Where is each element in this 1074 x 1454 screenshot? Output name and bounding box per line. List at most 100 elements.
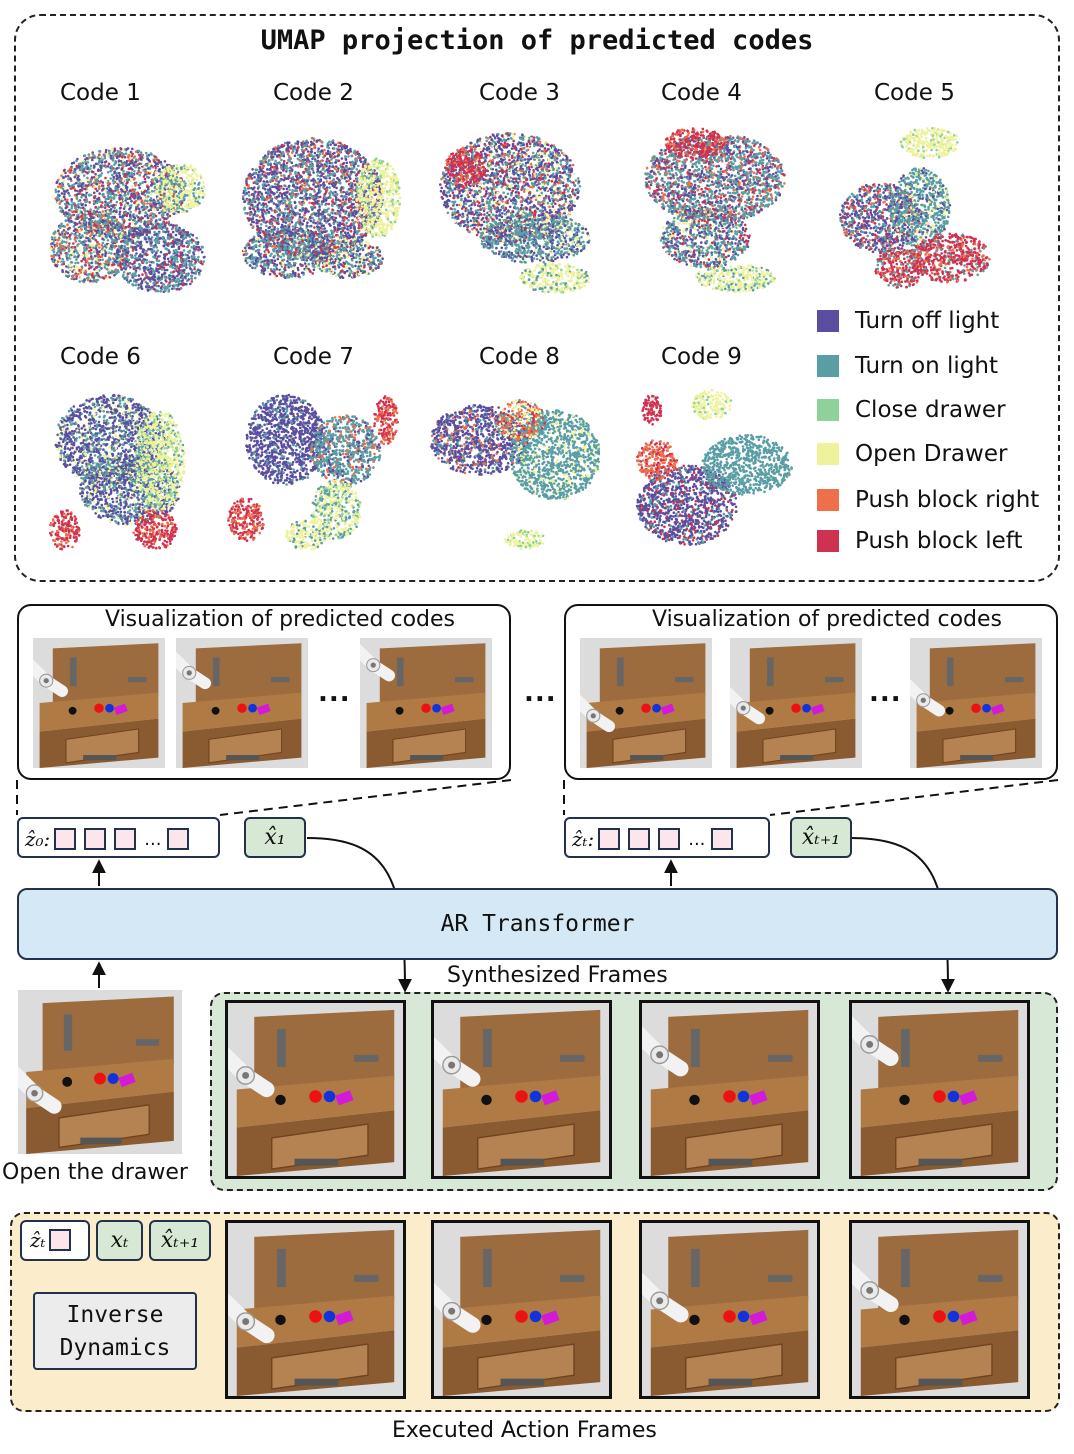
umap-point <box>146 195 150 198</box>
umap-point <box>130 192 133 196</box>
umap-point <box>109 154 113 158</box>
umap-point <box>68 194 71 197</box>
umap-point <box>83 225 87 229</box>
umap-point <box>64 171 67 175</box>
code-label-6: Code 6 <box>60 344 141 370</box>
umap-point <box>79 188 82 192</box>
umap-point <box>96 162 100 166</box>
umap-point <box>136 172 139 175</box>
umap-point <box>67 191 70 195</box>
umap-point <box>94 205 98 209</box>
umap-point <box>143 222 146 225</box>
umap-point <box>123 194 126 197</box>
umap-point <box>126 178 129 181</box>
umap-point <box>88 167 91 171</box>
umap-point <box>151 215 155 219</box>
umap-point <box>61 269 64 272</box>
umap-point <box>109 193 113 196</box>
umap-point <box>64 243 68 247</box>
umap-point <box>138 186 141 190</box>
umap-point <box>113 163 116 166</box>
umap-point <box>71 274 75 277</box>
umap-point <box>63 192 66 196</box>
umap-point <box>153 164 157 168</box>
umap-point <box>89 277 92 280</box>
umap-point <box>104 204 108 207</box>
umap-point <box>108 152 111 155</box>
umap-point <box>80 228 83 231</box>
umap-point <box>83 154 87 157</box>
umap-point <box>83 187 87 191</box>
umap-point <box>152 202 156 206</box>
umap-point <box>69 177 72 181</box>
umap-point <box>123 175 127 178</box>
umap-point <box>60 192 64 195</box>
umap-point <box>69 264 72 268</box>
umap-point <box>181 199 185 202</box>
umap-point <box>136 163 139 166</box>
umap-point <box>137 192 140 196</box>
umap-point <box>69 185 72 188</box>
umap-point <box>88 193 91 197</box>
umap-point <box>114 236 117 239</box>
umap-point <box>96 240 99 244</box>
umap-point <box>104 200 107 204</box>
umap-point <box>88 217 91 221</box>
umap-point <box>64 211 68 214</box>
umap-point <box>142 175 146 178</box>
umap-point <box>114 203 117 207</box>
umap-point <box>67 247 71 251</box>
umap-point <box>68 267 72 271</box>
umap-point <box>95 231 99 234</box>
umap-point <box>63 195 66 199</box>
umap-point <box>100 166 103 170</box>
umap-point <box>80 196 83 199</box>
umap-point <box>77 216 80 219</box>
umap-point <box>78 172 82 176</box>
umap-point <box>76 189 79 193</box>
umap-point <box>84 272 87 276</box>
umap-point <box>135 214 138 218</box>
umap-point <box>106 268 109 271</box>
umap-point <box>84 269 87 273</box>
umap-point <box>92 199 96 203</box>
umap-point <box>97 274 100 278</box>
umap-point <box>70 210 74 213</box>
umap-point <box>138 210 142 213</box>
umap-point <box>159 206 162 209</box>
umap-point <box>56 185 60 188</box>
umap-point <box>159 160 163 164</box>
umap-point <box>115 177 118 181</box>
umap-point <box>118 207 122 210</box>
umap-point <box>116 155 119 159</box>
umap-point <box>137 207 141 211</box>
umap-point <box>50 254 53 258</box>
umap-point <box>109 229 112 232</box>
umap-point <box>122 148 125 152</box>
umap-point <box>97 197 101 201</box>
umap-point <box>116 187 119 191</box>
umap-point <box>110 157 113 160</box>
umap-point <box>84 193 88 197</box>
umap-point <box>78 234 81 238</box>
umap-point <box>117 159 121 163</box>
umap-point <box>146 202 149 205</box>
umap-point <box>156 166 160 170</box>
code-label-3: Code 3 <box>479 80 560 106</box>
umap-point <box>92 246 95 250</box>
umap-point <box>78 181 82 185</box>
umap-point <box>82 213 85 217</box>
umap-point <box>148 162 152 165</box>
umap-point <box>57 198 60 202</box>
umap-point <box>99 262 102 266</box>
umap-point <box>140 206 144 209</box>
umap-point <box>62 212 66 216</box>
umap-point <box>104 221 107 225</box>
umap-point <box>67 228 70 231</box>
umap-point <box>50 257 54 261</box>
umap-point <box>123 191 127 194</box>
umap-point <box>74 210 77 214</box>
code-label-4: Code 4 <box>661 80 742 106</box>
umap-point <box>154 200 157 203</box>
umap-point <box>96 229 100 232</box>
